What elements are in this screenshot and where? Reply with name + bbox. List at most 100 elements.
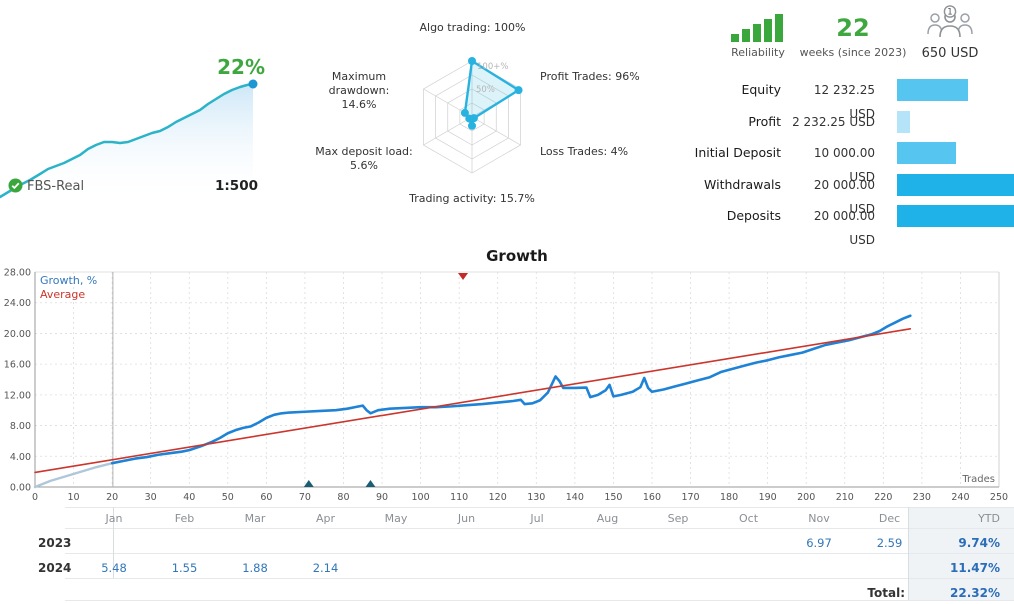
stat-row: Profit 2 232.25 USD (640, 110, 1014, 134)
x-tick-label: 40 (183, 492, 195, 503)
trading-radar-chart: 100+% 50% (423, 57, 523, 174)
month-header: Oct (738, 512, 759, 525)
radar-label-profit-trades: Profit Trades: 96% (540, 70, 640, 83)
deposit-marker-up-triangle (365, 480, 376, 487)
month-header: Aug (596, 512, 619, 525)
legend-growth-label: Growth, % (40, 274, 97, 287)
x-tick-label: 220 (874, 492, 892, 503)
stat-value: 10 000.00 USD (813, 146, 875, 184)
month-header: Sep (667, 512, 689, 525)
radar-label-trading-activity: Trading activity: 15.7% (409, 192, 535, 205)
y-tick-label: 0.00 (10, 483, 31, 494)
ytd-header: YTD (978, 512, 1000, 525)
month-return-value: 6.97 (806, 536, 832, 550)
x-tick-label: 170 (681, 492, 699, 503)
x-tick-label: 50 (222, 492, 234, 503)
growth-percent-label: 22% (217, 55, 265, 79)
monthly-returns-table: Jan Feb Mar Apr May Jun Jul Aug Sep Oct Nov Dec YTD 2… (0, 507, 1014, 604)
radar-data-dot (465, 114, 474, 123)
ytd-value: 11.47% (950, 561, 1000, 575)
investors-badge-count: 1 (947, 8, 952, 18)
table-row-separator (65, 600, 1014, 601)
month-header: Feb (174, 512, 195, 525)
x-tick-label: 120 (489, 492, 507, 503)
y-tick-label: 4.00 (10, 452, 31, 463)
radar-value-line: 5.6% (350, 159, 378, 172)
radar-data-dot (514, 86, 523, 95)
stat-bar (897, 205, 1014, 227)
x-tick-label: 160 (643, 492, 661, 503)
investors-people-icon: 1 (927, 5, 973, 38)
broker-account-link[interactable]: FBS-Real (27, 179, 85, 194)
total-value: 22.32% (950, 586, 1000, 600)
stat-value: 20 000.00 USD (813, 209, 875, 247)
x-tick-label: 30 (145, 492, 157, 503)
x-axis-title: Trades (961, 474, 995, 485)
month-header: Apr (315, 512, 336, 525)
withdrawal-marker-down-triangle (458, 273, 469, 280)
x-tick-label: 150 (604, 492, 622, 503)
x-tick-label: 180 (720, 492, 738, 503)
reliability-bar (775, 14, 783, 42)
stat-row: Equity 12 232.25 USD (640, 78, 1014, 121)
reliability-bars-icon (731, 14, 783, 42)
stat-label: Profit (748, 113, 781, 129)
growth-chart-title: Growth (486, 247, 548, 265)
month-return-value: 2.59 (876, 536, 903, 550)
growth-chart: 0.00 4.00 8.00 12.00 16.00 20.00 24.00 28.00 0 10… (4, 268, 1008, 504)
stat-label: Equity (741, 82, 781, 97)
stat-label: Withdrawals (704, 176, 781, 192)
reliability-label: Reliability (731, 46, 785, 59)
table-row-separator (65, 507, 1014, 508)
stat-row: Initial Deposit 10 000.00 USD (640, 141, 1014, 184)
x-tick-label: 230 (913, 492, 931, 503)
weeks-count: 22 (836, 14, 870, 42)
reliability-bar (753, 24, 761, 42)
radar-data-dot (468, 121, 476, 130)
series-average (34, 328, 912, 474)
stat-bar (897, 173, 1014, 196)
radar-label-line: Maximum drawdown: (328, 70, 390, 97)
radar-label-line: Max deposit load: (315, 145, 413, 158)
stat-value: 20 000.00 USD (813, 177, 875, 216)
x-tick-label: 110 (450, 492, 468, 503)
radar-data-dot (468, 57, 476, 65)
radar-scale-100-label: 100+% (477, 62, 508, 72)
series-growth-2023 (33, 461, 114, 489)
radar-label-max-deposit-load: Max deposit load: 5.6% (310, 145, 418, 173)
x-tick-label: 10 (68, 492, 80, 503)
radar-data-dot (460, 108, 469, 117)
month-return-value: 1.55 (171, 561, 198, 575)
stat-label: Deposits (726, 208, 781, 223)
stat-value: 2 232.25 USD (792, 114, 875, 129)
y-tick-label: 8.00 (10, 421, 31, 432)
month-header: Dec (878, 512, 901, 525)
leverage-label: 1:500 (215, 178, 258, 194)
month-header: Jul (530, 512, 544, 525)
legend-average-label: Average (40, 288, 85, 301)
total-label: Total: (867, 586, 905, 600)
radar-scale-50-label: 50% (476, 85, 495, 95)
month-header: Nov (808, 512, 830, 525)
table-row-separator (65, 578, 1014, 579)
y-tick-label: 12.00 (4, 390, 31, 401)
x-tick-label: 70 (299, 492, 311, 503)
month-return-value: 5.48 (101, 561, 127, 575)
series-growth-percent (110, 314, 912, 465)
x-tick-label: 0 (32, 492, 38, 503)
radar-label-loss-trades: Loss Trades: 4% (540, 145, 629, 158)
stat-bar (897, 110, 910, 133)
radar-spoke (423, 116, 473, 146)
radar-label-algo-trading: Algo trading: 100% (419, 21, 526, 34)
y-tick-label: 20.00 (4, 329, 31, 340)
reliability-bar (764, 19, 772, 42)
table-row-separator (65, 553, 1014, 554)
table-row-separator (65, 528, 1014, 529)
x-tick-label: 240 (951, 492, 969, 503)
sparkline-line (0, 82, 255, 199)
stat-label: Initial Deposit (694, 145, 781, 160)
year-label: 2023 (38, 536, 72, 550)
month-return-value: 1.88 (242, 561, 268, 575)
sparkline-end-dot (248, 79, 258, 89)
